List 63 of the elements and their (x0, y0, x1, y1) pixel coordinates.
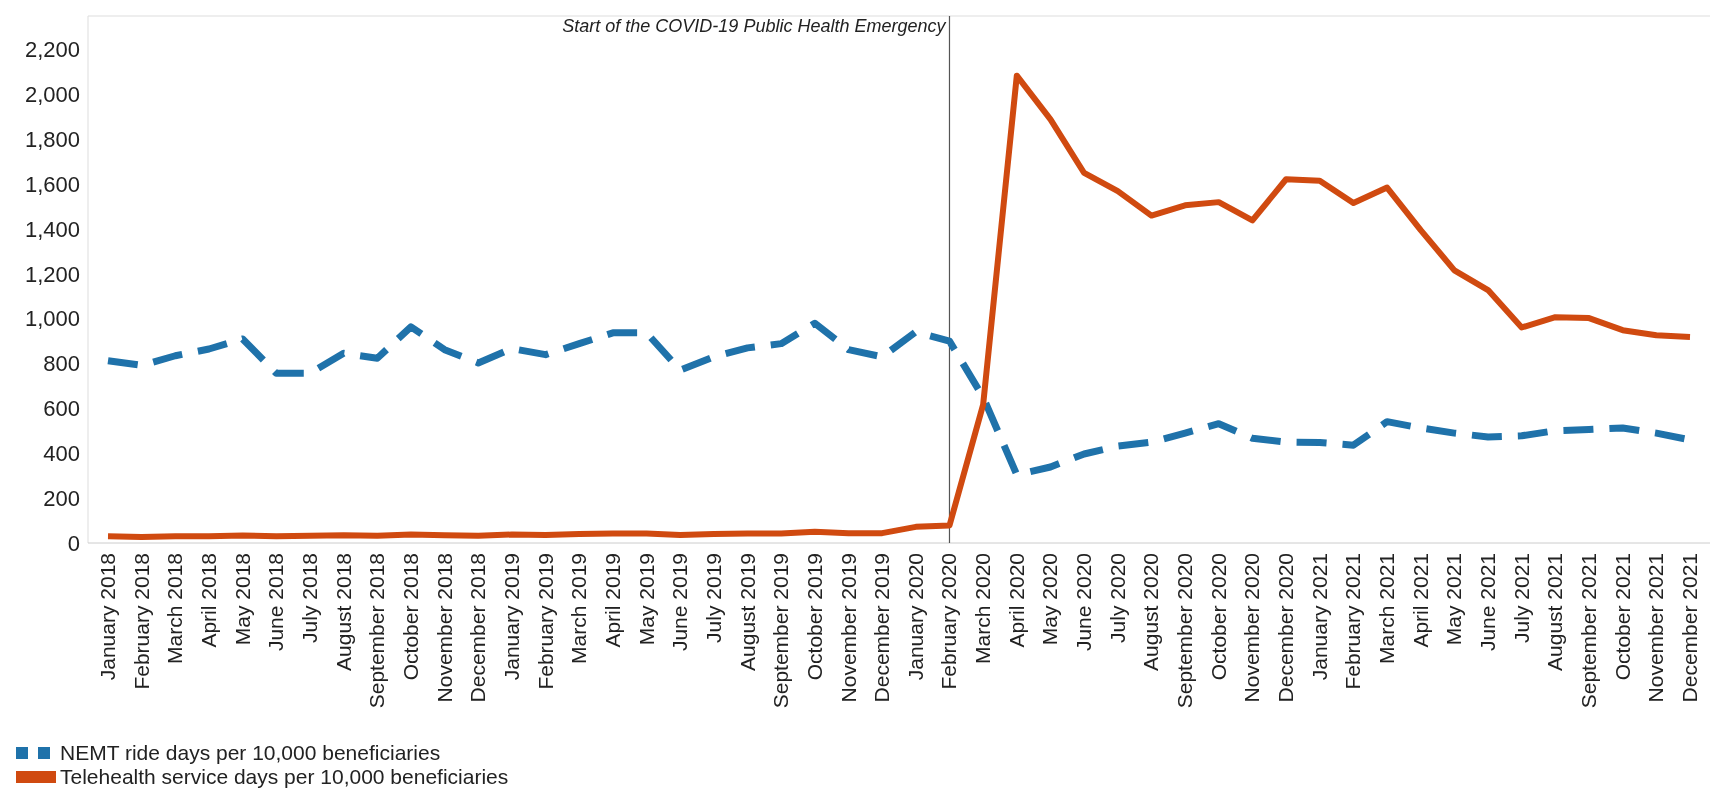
x-tick-label: December 2020 (1274, 553, 1298, 703)
y-tick-label: 2,200 (24, 37, 80, 63)
y-tick-label: 2,000 (24, 82, 80, 108)
x-tick-label: January 2021 (1307, 553, 1331, 681)
x-tick-label: December 2018 (466, 553, 490, 703)
x-tick-label: March 2021 (1375, 553, 1399, 664)
x-tick-label: May 2019 (634, 553, 658, 646)
x-tick-label: January 2020 (903, 553, 927, 681)
y-tick-label: 400 (43, 441, 80, 466)
y-tick-label: 0 (67, 530, 80, 556)
x-tick-label: September 2021 (1577, 553, 1601, 709)
legend-label: Telehealth service days per 10,000 beneficiaries (60, 765, 509, 789)
x-tick-label: May 2021 (1442, 553, 1466, 646)
x-tick-label: February 2020 (937, 553, 961, 690)
x-tick-label: August 2018 (331, 553, 355, 671)
x-tick-label: January 2018 (96, 553, 119, 681)
y-tick-label: 1,600 (24, 171, 80, 197)
x-tick-label: February 2018 (129, 553, 153, 690)
ref-line-label: Start of the COVID-19 Public Health Emergency (562, 16, 947, 36)
x-tick-label: June 2018 (264, 553, 288, 652)
x-tick-label: December 2021 (1678, 553, 1701, 703)
x-tick-label: September 2020 (1173, 553, 1197, 709)
x-tick-label: August 2020 (1139, 553, 1163, 671)
x-tick-label: January 2019 (499, 553, 523, 681)
x-tick-label: May 2018 (230, 553, 254, 646)
y-tick-label: 200 (43, 485, 80, 511)
y-tick-label: 1,200 (24, 261, 80, 287)
x-tick-label: June 2019 (668, 553, 692, 652)
x-tick-label: October 2018 (398, 553, 422, 681)
x-tick-label: February 2019 (533, 553, 557, 690)
x-tick-label: November 2020 (1240, 553, 1264, 703)
x-tick-label: February 2021 (1341, 553, 1365, 690)
x-tick-label: March 2019 (567, 553, 591, 664)
x-tick-label: April 2021 (1408, 553, 1432, 648)
x-tick-label: August 2021 (1543, 553, 1567, 671)
x-tick-label: March 2018 (163, 553, 187, 664)
x-tick-label: April 2018 (196, 553, 220, 648)
x-tick-label: October 2020 (1206, 553, 1230, 681)
y-tick-label: 1,400 (24, 216, 80, 242)
x-tick-label: October 2019 (802, 553, 826, 681)
x-tick-label: October 2021 (1610, 553, 1634, 681)
x-tick-label: March 2020 (971, 553, 995, 664)
y-tick-label: 800 (43, 351, 80, 377)
y-tick-label: 1,800 (24, 127, 80, 153)
x-tick-label: June 2020 (1072, 553, 1096, 652)
x-tick-label: July 2021 (1509, 553, 1533, 643)
x-tick-label: November 2021 (1644, 553, 1668, 703)
x-tick-label: July 2019 (701, 553, 725, 643)
y-tick-label: 1,000 (24, 306, 80, 332)
x-tick-label: November 2018 (432, 553, 456, 703)
x-tick-label: November 2019 (836, 553, 860, 703)
x-tick-label: August 2019 (735, 553, 759, 671)
x-tick-label: May 2020 (1038, 553, 1062, 646)
x-tick-label: July 2020 (1105, 553, 1129, 643)
x-tick-label: July 2018 (297, 553, 321, 643)
x-tick-label: December 2019 (870, 553, 894, 703)
x-tick-label: September 2019 (769, 553, 793, 709)
x-tick-label: June 2021 (1476, 553, 1500, 652)
x-tick-label: April 2019 (600, 553, 624, 648)
x-tick-label: September 2018 (365, 553, 389, 709)
legend-label: NEMT ride days per 10,000 beneficiaries (60, 741, 441, 765)
y-tick-label: 600 (43, 396, 80, 422)
x-tick-label: April 2020 (1004, 553, 1028, 648)
